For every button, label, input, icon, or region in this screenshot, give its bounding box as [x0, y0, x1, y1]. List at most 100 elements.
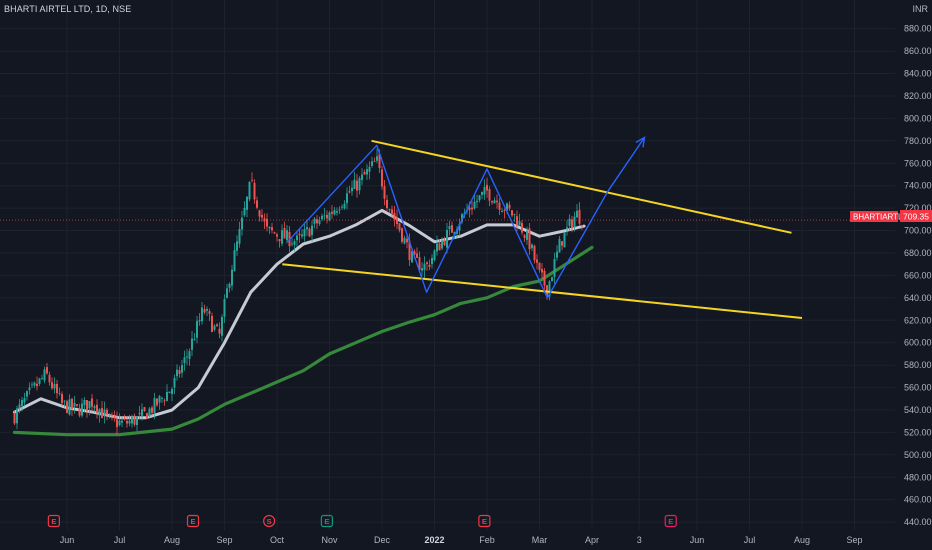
candle-body	[23, 398, 26, 403]
candle-body	[96, 404, 98, 413]
candle-body	[286, 230, 288, 241]
event-marker-shape	[263, 514, 276, 528]
candle-body	[313, 218, 316, 224]
candle-body	[71, 398, 73, 409]
candle-body	[128, 420, 131, 424]
x-tick-label: Nov	[321, 535, 338, 545]
candle-body	[296, 235, 298, 241]
candle-body	[308, 228, 311, 237]
candle-body	[376, 156, 378, 161]
y-tick-label: 780.00	[904, 136, 932, 146]
y-tick-label: 480.00	[904, 472, 932, 482]
candle-body	[103, 409, 106, 417]
candle-body	[471, 207, 473, 210]
event-marker-symbol: E	[324, 517, 329, 526]
candle-body	[86, 400, 88, 411]
candle-body	[83, 400, 86, 406]
candle-body	[486, 184, 488, 191]
event-marker: E	[186, 514, 200, 528]
candle-body	[398, 223, 401, 231]
candle-body	[151, 407, 153, 413]
candle-body	[283, 227, 286, 239]
candle-body	[333, 210, 336, 215]
candle-body	[578, 209, 581, 224]
candle-body	[531, 244, 533, 249]
candle-body	[163, 400, 166, 402]
candle-body	[176, 369, 178, 377]
candle-body	[36, 383, 38, 387]
candle-body	[338, 209, 341, 211]
candle-body	[188, 351, 191, 359]
y-tick-label: 560.00	[904, 383, 932, 393]
candle-body	[223, 299, 226, 317]
event-marker-symbol: E	[668, 517, 673, 526]
candle-body	[423, 263, 426, 271]
candle-body	[116, 419, 118, 428]
candle-body	[148, 408, 151, 417]
candle-body	[173, 377, 176, 388]
candle-body	[88, 401, 91, 409]
candle-body	[488, 189, 491, 201]
candle-body	[206, 309, 208, 311]
candle-body	[418, 257, 421, 271]
symbol-label: BHARTIARTL	[853, 213, 903, 222]
event-marker-shape	[478, 514, 491, 528]
y-tick-label: 500.00	[904, 450, 932, 460]
candle-body	[403, 237, 406, 244]
y-tick-label: 660.00	[904, 270, 932, 280]
candle-body	[541, 268, 543, 273]
candle-body	[166, 392, 168, 401]
y-tick-label: 820.00	[904, 91, 932, 101]
grid-layer	[0, 0, 895, 530]
candle-body	[436, 243, 438, 252]
candle-body	[536, 259, 538, 263]
candle-body	[523, 235, 526, 238]
candle-body	[453, 232, 456, 236]
candle-body	[506, 203, 508, 211]
price-axis[interactable]: 880.00 860.00 840.00 820.00 800.00 780.00 760.…	[904, 24, 932, 527]
candle-body	[546, 285, 548, 296]
x-tick-label: 3	[637, 535, 642, 545]
event-marker-shape	[186, 514, 200, 528]
candle-body	[496, 200, 498, 203]
x-tick-label: Feb	[479, 535, 495, 545]
y-tick-label: 760.00	[904, 158, 932, 168]
x-tick-label: Mar	[532, 535, 548, 545]
candle-body	[361, 174, 363, 180]
candle-body	[571, 219, 573, 229]
candle-body	[493, 200, 496, 204]
candle-body	[348, 191, 351, 193]
y-tick-label: 720.00	[904, 203, 932, 213]
event-marker: S	[263, 514, 276, 528]
candle-body	[93, 406, 96, 409]
candle-body	[311, 225, 313, 235]
candle-body	[236, 241, 238, 251]
y-tick-label: 440.00	[904, 517, 932, 527]
candle-body	[31, 384, 33, 386]
candle-body	[451, 225, 453, 233]
candle-body	[81, 403, 83, 416]
time-axis[interactable]: Jun Jul Aug Sep Oct Nov Dec 2022 Feb Mar Apr 3 Jun Ju…	[60, 535, 863, 545]
candle-body	[573, 216, 576, 228]
candle-body	[106, 409, 108, 415]
candle-body	[566, 227, 568, 230]
candle-body	[516, 216, 518, 226]
candle-body	[371, 161, 373, 166]
x-tick-label: Jun	[60, 535, 75, 545]
candle-body	[216, 324, 218, 327]
candle-body	[196, 321, 198, 338]
last-price-tag: BHARTIARTL 709.35	[850, 210, 932, 222]
drawings[interactable]	[282, 136, 803, 319]
candle-body	[473, 201, 476, 209]
candle-body	[178, 370, 181, 374]
currency-label[interactable]: INR	[912, 4, 929, 14]
event-marker: E	[478, 514, 491, 528]
y-tick-label: 800.00	[904, 113, 932, 123]
candle-body	[183, 357, 186, 363]
candle-body	[256, 200, 258, 208]
candle-body	[16, 408, 18, 424]
candle-body	[358, 178, 361, 191]
